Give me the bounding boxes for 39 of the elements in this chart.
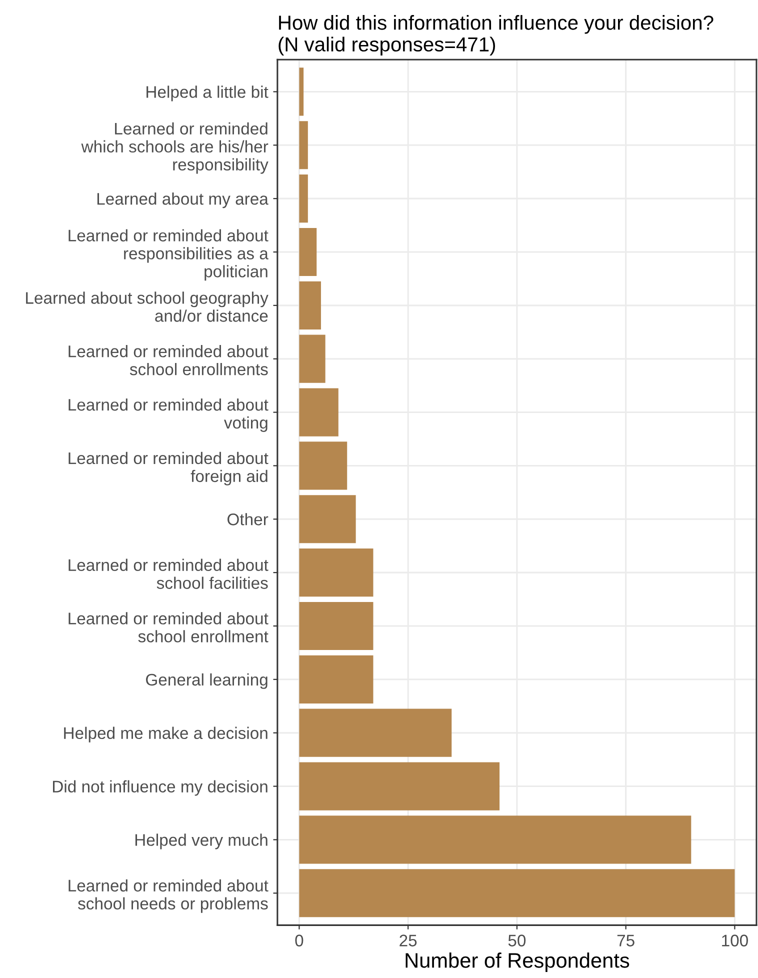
y-tick-label: Helped a little bit — [146, 86, 268, 102]
bar — [299, 655, 374, 704]
x-tick-label: 50 — [508, 934, 526, 946]
bar — [299, 708, 452, 757]
y-tick-label: Learned or reminded about responsibilities as a politician — [68, 229, 268, 281]
bar — [299, 121, 308, 170]
bar — [299, 228, 317, 276]
y-tick-label: Learned or reminded about voting — [68, 398, 268, 432]
chart-title: How did this information influence your decision? (N valid responses=471) — [278, 15, 714, 56]
bar — [299, 869, 735, 918]
y-tick-label: Learned about my area — [97, 192, 268, 208]
y-tick-label: Learned or reminded about school enrollments — [68, 345, 268, 376]
bar — [299, 388, 338, 436]
y-tick-label: Learned or reminded about school needs or problems — [68, 879, 268, 913]
y-tick-label: General learning — [146, 673, 268, 689]
bar — [299, 602, 374, 650]
bar — [299, 816, 692, 864]
bar — [299, 495, 356, 544]
bar — [299, 281, 321, 330]
x-tick-label: 100 — [722, 934, 748, 946]
bar — [299, 334, 326, 383]
y-tick-label: Helped me make a decision — [64, 726, 268, 742]
bar — [299, 548, 374, 597]
y-tick-label: Helped very much — [135, 834, 268, 850]
bar — [299, 174, 308, 223]
x-axis-title: Number of Respondents — [406, 952, 630, 972]
bar — [299, 442, 348, 490]
y-tick-label: Learned or reminded which schools are his/her responsibility — [81, 122, 268, 174]
bar — [299, 762, 500, 810]
x-tick-label: 75 — [617, 934, 634, 946]
x-tick-label: 0 — [295, 934, 304, 946]
y-tick-label: Learned or reminded about foreign aid — [68, 452, 268, 486]
x-tick-label: 25 — [400, 934, 417, 946]
y-tick-label: Other — [228, 513, 268, 526]
y-tick-label: Learned or reminded about school facilities — [68, 558, 268, 589]
bar — [299, 68, 304, 116]
y-tick-label: Learned or reminded about school enrollment — [68, 612, 268, 642]
y-tick-label: Did not influence my decision — [53, 780, 268, 796]
y-tick-label: Learned about school geography and/or distance — [26, 292, 268, 322]
